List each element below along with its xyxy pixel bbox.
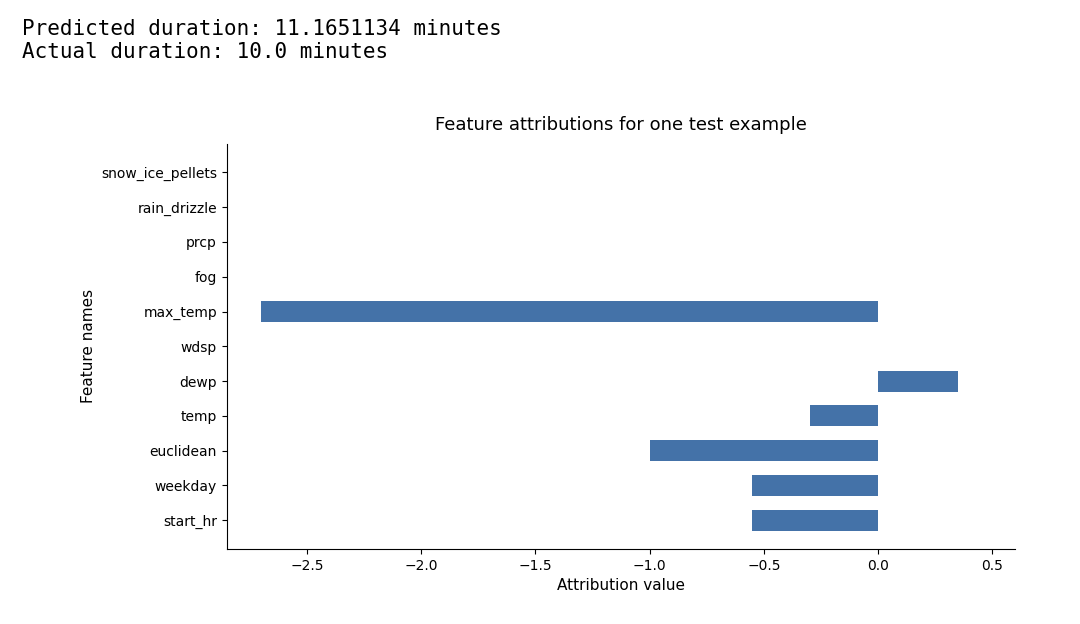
Bar [753,475,878,496]
Text: Predicted duration: 11.1651134 minutes
Actual duration: 10.0 minutes: Predicted duration: 11.1651134 minutes A… [22,19,501,62]
Bar [878,371,958,391]
Title: Feature attributions for one test example: Feature attributions for one test exampl… [435,115,807,134]
X-axis label: Attribution value: Attribution value [557,578,685,593]
Bar [261,301,878,322]
Bar [810,406,878,426]
Y-axis label: Feature names: Feature names [81,290,95,403]
Bar [649,441,878,461]
Bar [753,510,878,530]
